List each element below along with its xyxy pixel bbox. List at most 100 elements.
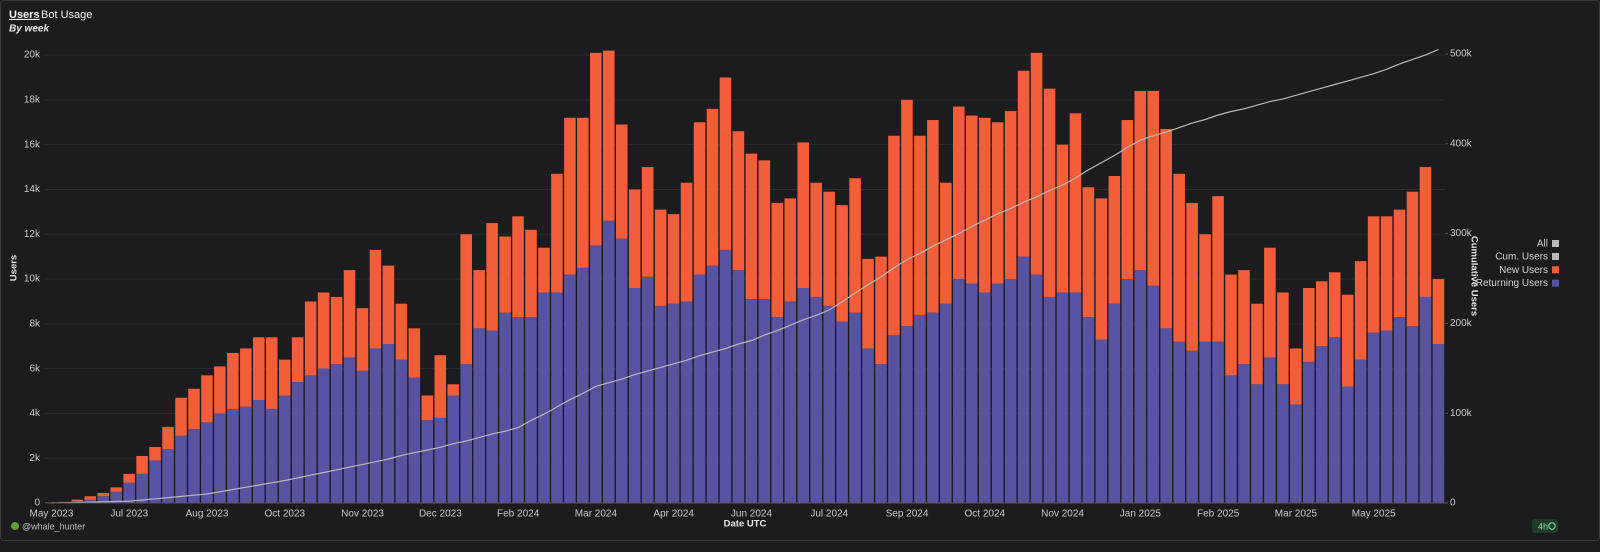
bar-segment: [693, 274, 706, 503]
bar-segment: [110, 487, 122, 492]
bar-segment: [849, 312, 861, 503]
bar-segment: [797, 287, 810, 503]
bar-segment: [1225, 274, 1237, 376]
bar-segment: [1251, 384, 1263, 503]
legend-all[interactable]: All: [1537, 239, 1548, 250]
legend-label[interactable]: Returning Users: [1476, 278, 1548, 289]
bar-segment: [875, 256, 887, 365]
bar-segment: [758, 160, 771, 300]
bar-segment: [564, 117, 576, 275]
bar-segment: [486, 330, 498, 503]
bar-segment: [240, 406, 252, 503]
bar-segment: [330, 296, 343, 365]
bar-segment: [1095, 339, 1108, 503]
bar-segment: [771, 317, 784, 503]
bar-segment: [1212, 196, 1224, 342]
bar-segment: [421, 395, 434, 421]
bar-segment: [1160, 328, 1172, 503]
tab-bot-usage[interactable]: Bot Usage: [41, 9, 92, 21]
bar-segment: [1238, 270, 1250, 365]
bar-segment: [1173, 173, 1185, 342]
tab-users[interactable]: Users: [9, 9, 40, 21]
y2-tick-label: 0: [1450, 498, 1456, 509]
x-tick-label: Aug 2023: [186, 509, 229, 520]
bar-segment: [615, 124, 628, 239]
bar-segment: [97, 492, 110, 497]
bar-segment: [1251, 303, 1263, 385]
bar-segment: [1212, 341, 1224, 503]
y-tick-label: 16k: [24, 139, 41, 150]
bar-segment: [265, 408, 278, 503]
bar-segment: [654, 305, 667, 503]
bar-segment: [862, 258, 874, 349]
bar-segment: [940, 303, 952, 503]
bar-segment: [84, 496, 97, 500]
bar-segment: [901, 99, 913, 327]
x-tick-label: May 2025: [1352, 509, 1396, 520]
refresh-icon: [1548, 522, 1556, 530]
bar-segment: [810, 182, 822, 297]
x-tick-label: Jul 2024: [810, 509, 848, 520]
bars: [45, 50, 1445, 503]
bar-segment: [577, 117, 589, 268]
bar-segment: [667, 214, 680, 304]
bar-segment: [265, 337, 278, 409]
bar-segment: [1277, 384, 1289, 503]
x-tick-label: Mar 2025: [1275, 509, 1318, 520]
bar-segment: [291, 337, 304, 383]
bar-segment: [719, 249, 732, 503]
legend-label[interactable]: Cum. Users: [1495, 252, 1548, 263]
footer-user[interactable]: @whale_hunter: [22, 521, 85, 531]
bar-segment: [1341, 294, 1354, 387]
bar-segment: [447, 384, 460, 396]
bar-segment: [1225, 375, 1237, 503]
bar-segment: [953, 106, 965, 280]
bar-segment: [1393, 209, 1406, 318]
bar-segment: [175, 435, 187, 503]
bar-segment: [823, 305, 835, 503]
bar-segment: [628, 189, 641, 288]
bar-segment: [395, 303, 408, 360]
bar-segment: [784, 198, 797, 302]
bar-segment: [667, 303, 680, 503]
bar-segment: [278, 395, 291, 503]
bar-segment: [1341, 386, 1354, 503]
bar-segment: [123, 482, 135, 503]
legend-swatch: [1552, 279, 1559, 287]
bar-segment: [991, 122, 1004, 284]
bar-segment: [162, 426, 174, 450]
y2-axis-title: Cumulative Users: [1468, 236, 1479, 316]
bar-segment: [1082, 187, 1095, 318]
bar-segment: [927, 120, 939, 313]
bar-segment: [1095, 198, 1108, 340]
bar-segment: [849, 178, 861, 313]
bar-segment: [136, 455, 148, 474]
bar-segment: [304, 301, 317, 376]
bar-segment: [434, 355, 447, 418]
bar-segment: [745, 299, 758, 503]
x-tick-label: Jan 2025: [1120, 509, 1162, 520]
bar-segment: [408, 377, 421, 503]
bar-segment: [188, 429, 200, 503]
x-tick-label: Oct 2024: [965, 509, 1006, 520]
bar-segment: [499, 236, 511, 313]
bar-segment: [564, 274, 576, 503]
bar-segment: [291, 382, 304, 503]
bar-segment: [810, 296, 822, 503]
bar-segment: [1406, 326, 1419, 503]
bar-segment: [1354, 261, 1367, 360]
bar-segment: [1030, 274, 1043, 503]
bar-segment: [253, 337, 265, 400]
bar-segment: [1354, 359, 1367, 503]
y-tick-label: 4k: [29, 408, 41, 419]
bar-segment: [97, 496, 110, 503]
bar-segment: [330, 364, 343, 503]
bar-segment: [1069, 113, 1082, 293]
bar-segment: [1199, 234, 1211, 342]
legend-swatch: [1552, 240, 1559, 247]
bar-segment: [1315, 346, 1328, 503]
bar-segment: [603, 220, 615, 503]
bar-segment: [680, 301, 693, 503]
legend-label[interactable]: New Users: [1499, 265, 1548, 276]
